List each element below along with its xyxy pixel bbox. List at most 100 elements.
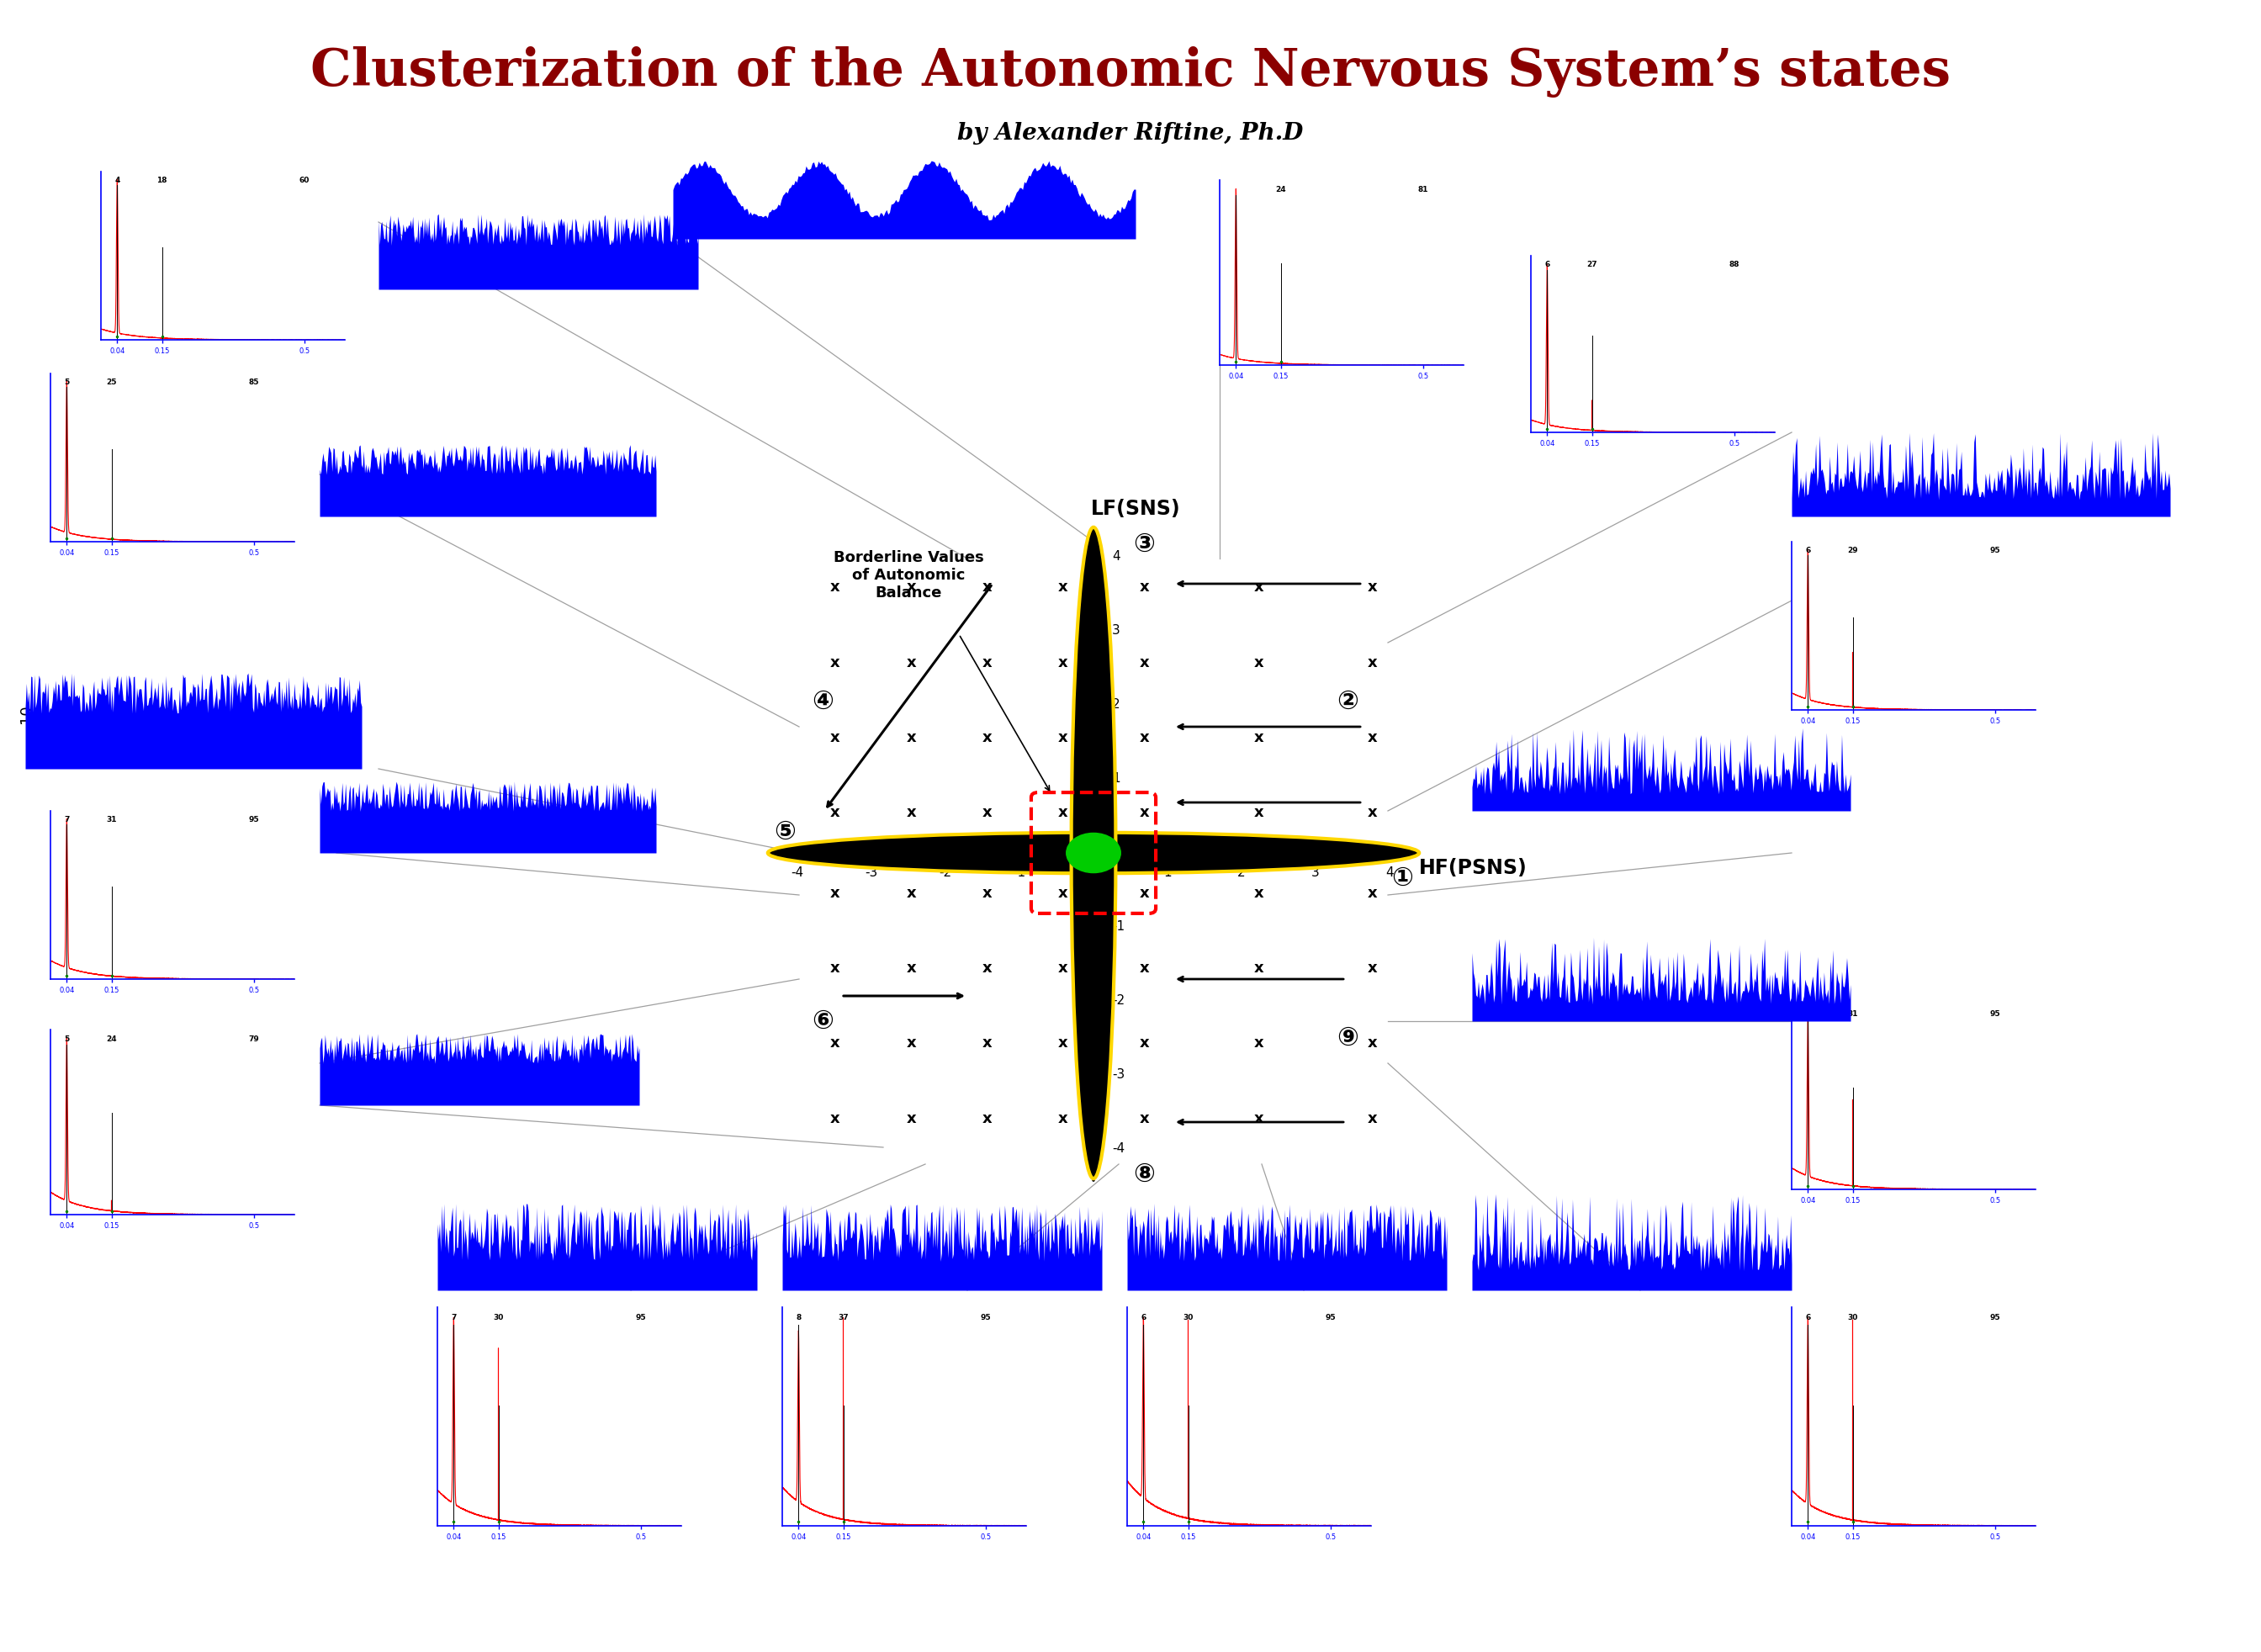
Text: 1: 1 [1112,773,1119,785]
Text: LF(SNS): LF(SNS) [1090,499,1180,519]
Text: 2: 2 [1237,866,1246,879]
Text: x: x [1255,654,1264,671]
Text: ④: ④ [812,689,834,714]
Text: x: x [1368,730,1377,745]
Text: x: x [830,730,839,745]
Text: x: x [981,580,993,595]
Text: -1: -1 [1112,920,1124,933]
Text: x: x [1140,730,1149,745]
Text: x: x [1058,961,1067,976]
Text: x: x [907,654,916,671]
Text: x: x [1140,885,1149,900]
Text: 81: 81 [1418,185,1429,193]
Text: -3: -3 [866,866,877,879]
Text: 24: 24 [1275,185,1287,193]
Text: 6: 6 [1544,261,1549,269]
Text: 4: 4 [1112,550,1119,563]
Text: x: x [907,1110,916,1127]
Text: x: x [1368,1036,1377,1051]
Text: x: x [1255,805,1264,819]
Text: x: x [1058,654,1067,671]
Text: x: x [981,730,993,745]
Text: ⑨: ⑨ [1336,1026,1359,1051]
Text: 10: 10 [18,705,34,724]
Text: 7: 7 [450,1313,457,1322]
Text: 7: 7 [63,816,70,823]
Text: x: x [1058,1110,1067,1127]
Text: x: x [1058,805,1067,819]
Text: x: x [830,654,839,671]
Text: x: x [1140,805,1149,819]
Text: 88: 88 [1730,261,1739,269]
Text: x: x [1058,730,1067,745]
Text: -4: -4 [791,866,803,879]
Text: x: x [830,1110,839,1127]
Text: 6: 6 [1804,1313,1811,1322]
Text: x: x [907,1036,916,1051]
Text: 95: 95 [1990,547,2001,555]
Text: 6: 6 [1804,547,1811,555]
Text: x: x [1368,805,1377,819]
Text: 4: 4 [1386,866,1393,879]
Text: -4: -4 [1112,1143,1124,1155]
Text: 5: 5 [63,1036,70,1042]
Text: x: x [1140,961,1149,976]
Text: ②: ② [1336,689,1359,714]
Text: x: x [1140,1036,1149,1051]
Text: x: x [1368,885,1377,900]
Text: 25: 25 [106,378,118,387]
Text: ⑤: ⑤ [773,819,796,844]
Text: 30: 30 [493,1313,504,1322]
Text: 1: 1 [1164,866,1171,879]
Text: 3: 3 [1311,866,1320,879]
Text: 31: 31 [106,816,118,823]
Text: ①: ① [1391,866,1413,890]
Text: x: x [981,885,993,900]
Text: 18: 18 [156,177,167,185]
Text: x: x [1255,885,1264,900]
Text: ⑦: ⑦ [1031,844,1054,869]
Text: -3: -3 [1112,1069,1124,1082]
Text: x: x [907,580,916,595]
Text: 95: 95 [981,1313,990,1322]
Text: x: x [830,805,839,819]
Text: x: x [830,961,839,976]
Text: x: x [1255,580,1264,595]
Text: 2: 2 [1112,699,1119,710]
Text: 6: 6 [1142,1313,1146,1322]
Text: x: x [981,961,993,976]
Text: HF(PSNS): HF(PSNS) [1420,857,1528,879]
Text: x: x [1058,885,1067,900]
Text: 95: 95 [1990,1009,2001,1018]
Text: x: x [1255,1036,1264,1051]
Text: ③: ③ [1133,532,1155,557]
Text: 95: 95 [1990,1313,2001,1322]
Text: x: x [907,805,916,819]
Text: -1: -1 [1013,866,1026,879]
Text: x: x [1140,654,1149,671]
Text: 30: 30 [1183,1313,1194,1322]
Text: x: x [981,1036,993,1051]
Text: x: x [1368,654,1377,671]
Text: x: x [830,885,839,900]
Text: Clusterization of the Autonomic Nervous System’s states: Clusterization of the Autonomic Nervous … [310,46,1951,97]
Text: x: x [1255,1110,1264,1127]
Text: 60: 60 [298,177,310,185]
Text: x: x [1140,580,1149,595]
Text: x: x [1058,580,1067,595]
Text: 30: 30 [1847,1313,1859,1322]
Text: 7: 7 [1804,1009,1811,1018]
Text: 24: 24 [106,1036,118,1042]
Text: x: x [907,730,916,745]
Text: x: x [830,1036,839,1051]
Text: 4: 4 [115,177,120,185]
Text: x: x [907,961,916,976]
Text: 79: 79 [249,1036,260,1042]
Text: 95: 95 [249,816,260,823]
Text: x: x [981,805,993,819]
Text: 27: 27 [1587,261,1596,269]
Text: x: x [1368,961,1377,976]
Text: x: x [1058,1036,1067,1051]
Text: 95: 95 [635,1313,647,1322]
Text: -2: -2 [938,866,952,879]
